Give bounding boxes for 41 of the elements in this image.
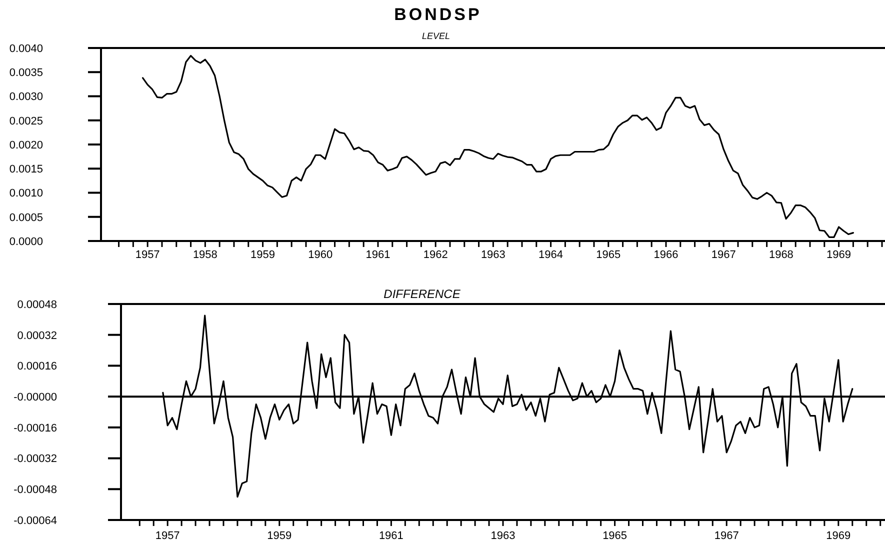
- x-tick-label: 1963: [490, 530, 516, 542]
- y-tick-label: 0.0040: [9, 42, 43, 55]
- x-tick-label: 1968: [768, 248, 794, 261]
- y-tick-label: 0.00032: [17, 330, 57, 342]
- y-tick-label: 0.0010: [9, 188, 43, 200]
- x-tick-label: 1967: [714, 530, 739, 542]
- y-tick-label: -0.00032: [14, 453, 57, 466]
- x-tick-label: 1965: [602, 530, 628, 542]
- y-tick-label: 0.0035: [9, 67, 43, 80]
- y-tick-label: -0.00016: [14, 422, 57, 434]
- x-tick-label: 1957: [135, 248, 160, 261]
- x-tick-label: 1958: [192, 248, 218, 261]
- x-tick-label: 1961: [378, 530, 404, 542]
- x-tick-label: 1959: [267, 530, 292, 542]
- line-series: [142, 54, 854, 238]
- x-tick-label: 1967: [711, 248, 736, 261]
- x-tick-label: 1957: [155, 530, 180, 542]
- y-tick-label: 0.0020: [9, 139, 43, 152]
- x-tick-label: 1962: [423, 248, 448, 261]
- y-tick-label: 0.0030: [9, 91, 43, 104]
- x-tick-label: 1966: [654, 248, 678, 261]
- y-tick-label: -0.00000: [14, 391, 57, 404]
- x-tick-label: 1965: [596, 248, 621, 261]
- y-tick-label: 0.00048: [17, 298, 57, 311]
- x-tick-label: 1963: [480, 248, 506, 261]
- x-tick-label: 1960: [308, 248, 333, 261]
- x-tick-label: 1961: [366, 248, 390, 261]
- y-tick-label: 0.00016: [17, 360, 57, 373]
- y-tick-label: 0.0000: [9, 236, 43, 248]
- y-tick-label: 0.0005: [9, 212, 43, 224]
- x-tick-label: 1964: [538, 248, 564, 261]
- y-tick-label: -0.00048: [14, 484, 57, 496]
- chart-subtitle: LEVEL: [420, 31, 452, 41]
- chart-title: DIFFERENCE: [382, 287, 462, 301]
- y-tick-label: 0.0025: [9, 115, 43, 128]
- x-tick-label: 1959: [250, 248, 276, 261]
- x-tick-label: 1969: [826, 248, 852, 261]
- y-tick-label: 0.0015: [9, 164, 43, 176]
- x-tick-label: 1969: [826, 530, 851, 542]
- y-tick-label: -0.00064: [14, 514, 57, 527]
- chart-title: BONDSP: [393, 5, 483, 24]
